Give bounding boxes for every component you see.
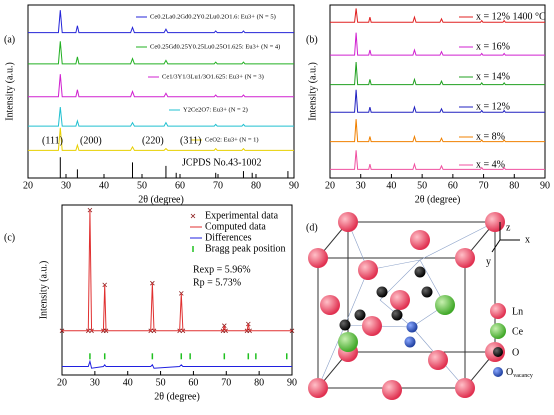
panel-label: (c) — [4, 232, 15, 243]
series-line — [62, 210, 292, 332]
peak-label: (111) — [42, 135, 63, 146]
x-tick-label: 20 — [23, 180, 33, 191]
legend-label-main: O — [506, 367, 513, 378]
series-line — [330, 62, 545, 86]
axis-name: x — [525, 234, 530, 245]
x-tick-label: 30 — [356, 180, 366, 191]
panel: 20 30 40 50 60 70 80 90 2θ (degree) Intensity (a.… — [4, 204, 297, 402]
plot-frame — [27, 4, 295, 179]
x-axis-label: 2θ (degree) — [415, 194, 461, 205]
x-tick-label: 60 — [448, 180, 458, 191]
axis-name: z — [506, 222, 511, 233]
legend-label: x = 12% — [476, 101, 510, 112]
peak-label: (311) — [180, 135, 201, 146]
panel: 20 30 40 50 60 70 80 90 2θ (degree) Intensity (a.… — [306, 4, 550, 205]
x-tick-label: 50 — [137, 180, 147, 191]
x-tick-label: 90 — [289, 180, 299, 191]
x-tick-label: 20 — [57, 377, 67, 388]
peak-label: (200) — [80, 135, 102, 146]
x-tick-label: 80 — [509, 180, 519, 191]
panel-label: (a) — [4, 34, 15, 45]
series-line — [28, 127, 294, 151]
x-tick-label: 90 — [540, 180, 550, 191]
peak-label: (220) — [142, 135, 164, 146]
series-line — [28, 41, 294, 65]
x-tick-label: 30 — [90, 377, 100, 388]
series-line — [28, 74, 294, 98]
x-tick-label: 60 — [188, 377, 198, 388]
legend-label: O — [512, 347, 519, 358]
x-tick-label: 90 — [287, 377, 297, 388]
x-tick-label: 30 — [61, 180, 71, 191]
legend-label: Ln — [512, 306, 523, 317]
legend-label: Ovacancy — [506, 367, 533, 379]
legend-label: x = 16% — [476, 41, 510, 52]
legend-label: Y2Ce2O7: Eu3+ (N = 2) — [183, 106, 248, 113]
x-tick-label: 70 — [213, 180, 223, 191]
reference-label: JCPDS No.43-1002 — [182, 157, 261, 168]
series-line — [330, 32, 545, 56]
crystal-diagram: (d) z x y Ln Ce O Ovacancy — [306, 212, 533, 400]
legend-marker — [190, 213, 196, 219]
series-line — [62, 359, 292, 369]
legend-label: x = 4% — [476, 159, 505, 170]
x-tick-label: 80 — [251, 180, 261, 191]
legend-label-sub: vacancy — [513, 373, 533, 379]
x-tick-label: 60 — [175, 180, 185, 191]
legend-label: x = 8% — [476, 131, 505, 142]
x-tick-label: 70 — [221, 377, 231, 388]
y-axis-label: Intensity (a.u.) — [4, 62, 15, 121]
series-line — [330, 119, 545, 143]
series-line — [330, 150, 545, 170]
annotation: Rexp = 5.96% — [193, 264, 251, 275]
series-line — [28, 10, 294, 34]
x-tick-label: 40 — [99, 180, 109, 191]
legend-label: CeO2: Eu3+ (N = 1) — [205, 136, 259, 143]
axes-icon: z x y — [486, 222, 530, 267]
y-axis-label: Intensity (a.u.) — [307, 62, 318, 121]
plot-frame — [329, 4, 546, 179]
legend-label: Experimental data — [205, 210, 279, 221]
axis-name: y — [486, 256, 491, 267]
legend-label: Bragg peak position — [205, 243, 286, 254]
series-line — [28, 107, 294, 127]
x-tick-label: 40 — [386, 180, 396, 191]
legend-label: Ce0.25Gd0.25Y0.25Lu0.25O1.625: Eu3+ (N =… — [150, 43, 280, 50]
annotation: Rp = 5.73% — [193, 277, 241, 288]
legend-label: x = 14% — [476, 71, 510, 82]
x-tick-label: 20 — [325, 180, 335, 191]
x-axis-label: 2θ (degree) — [154, 391, 200, 402]
series-line — [330, 89, 545, 113]
legend-label: Ce0.2La0.2Gd0.2Y0.2Lu0.2O1.6: Eu3+ (N = … — [150, 13, 276, 20]
legend-label: Computed data — [205, 221, 266, 232]
x-tick-label: 50 — [417, 180, 427, 191]
diagram-legend: Ln Ce O Ovacancy — [490, 303, 533, 379]
x-tick-label: 70 — [479, 180, 489, 191]
legend-label: Ce — [512, 326, 524, 337]
panel: 20 30 40 50 60 70 80 90 2θ (degree) Intensity (a.… — [4, 4, 299, 205]
plot-frame — [61, 204, 293, 376]
x-tick-label: 80 — [254, 377, 264, 388]
panel-label: (d) — [306, 222, 318, 233]
panel-label: (b) — [306, 34, 318, 45]
x-tick-label: 50 — [156, 377, 166, 388]
legend-label: Differences — [205, 232, 252, 243]
y-axis-label: Intensity (a.u.) — [38, 261, 49, 320]
legend-label: Ce1/3Y1/3Lu1/3O1.625: Eu3+ (N = 3) — [162, 73, 264, 80]
x-axis-label: 2θ (degree) — [138, 194, 184, 205]
legend-label: x = 12% 1400 °C — [476, 11, 546, 22]
x-tick-label: 40 — [123, 377, 133, 388]
atoms — [308, 212, 505, 400]
series-line — [330, 8, 545, 23]
